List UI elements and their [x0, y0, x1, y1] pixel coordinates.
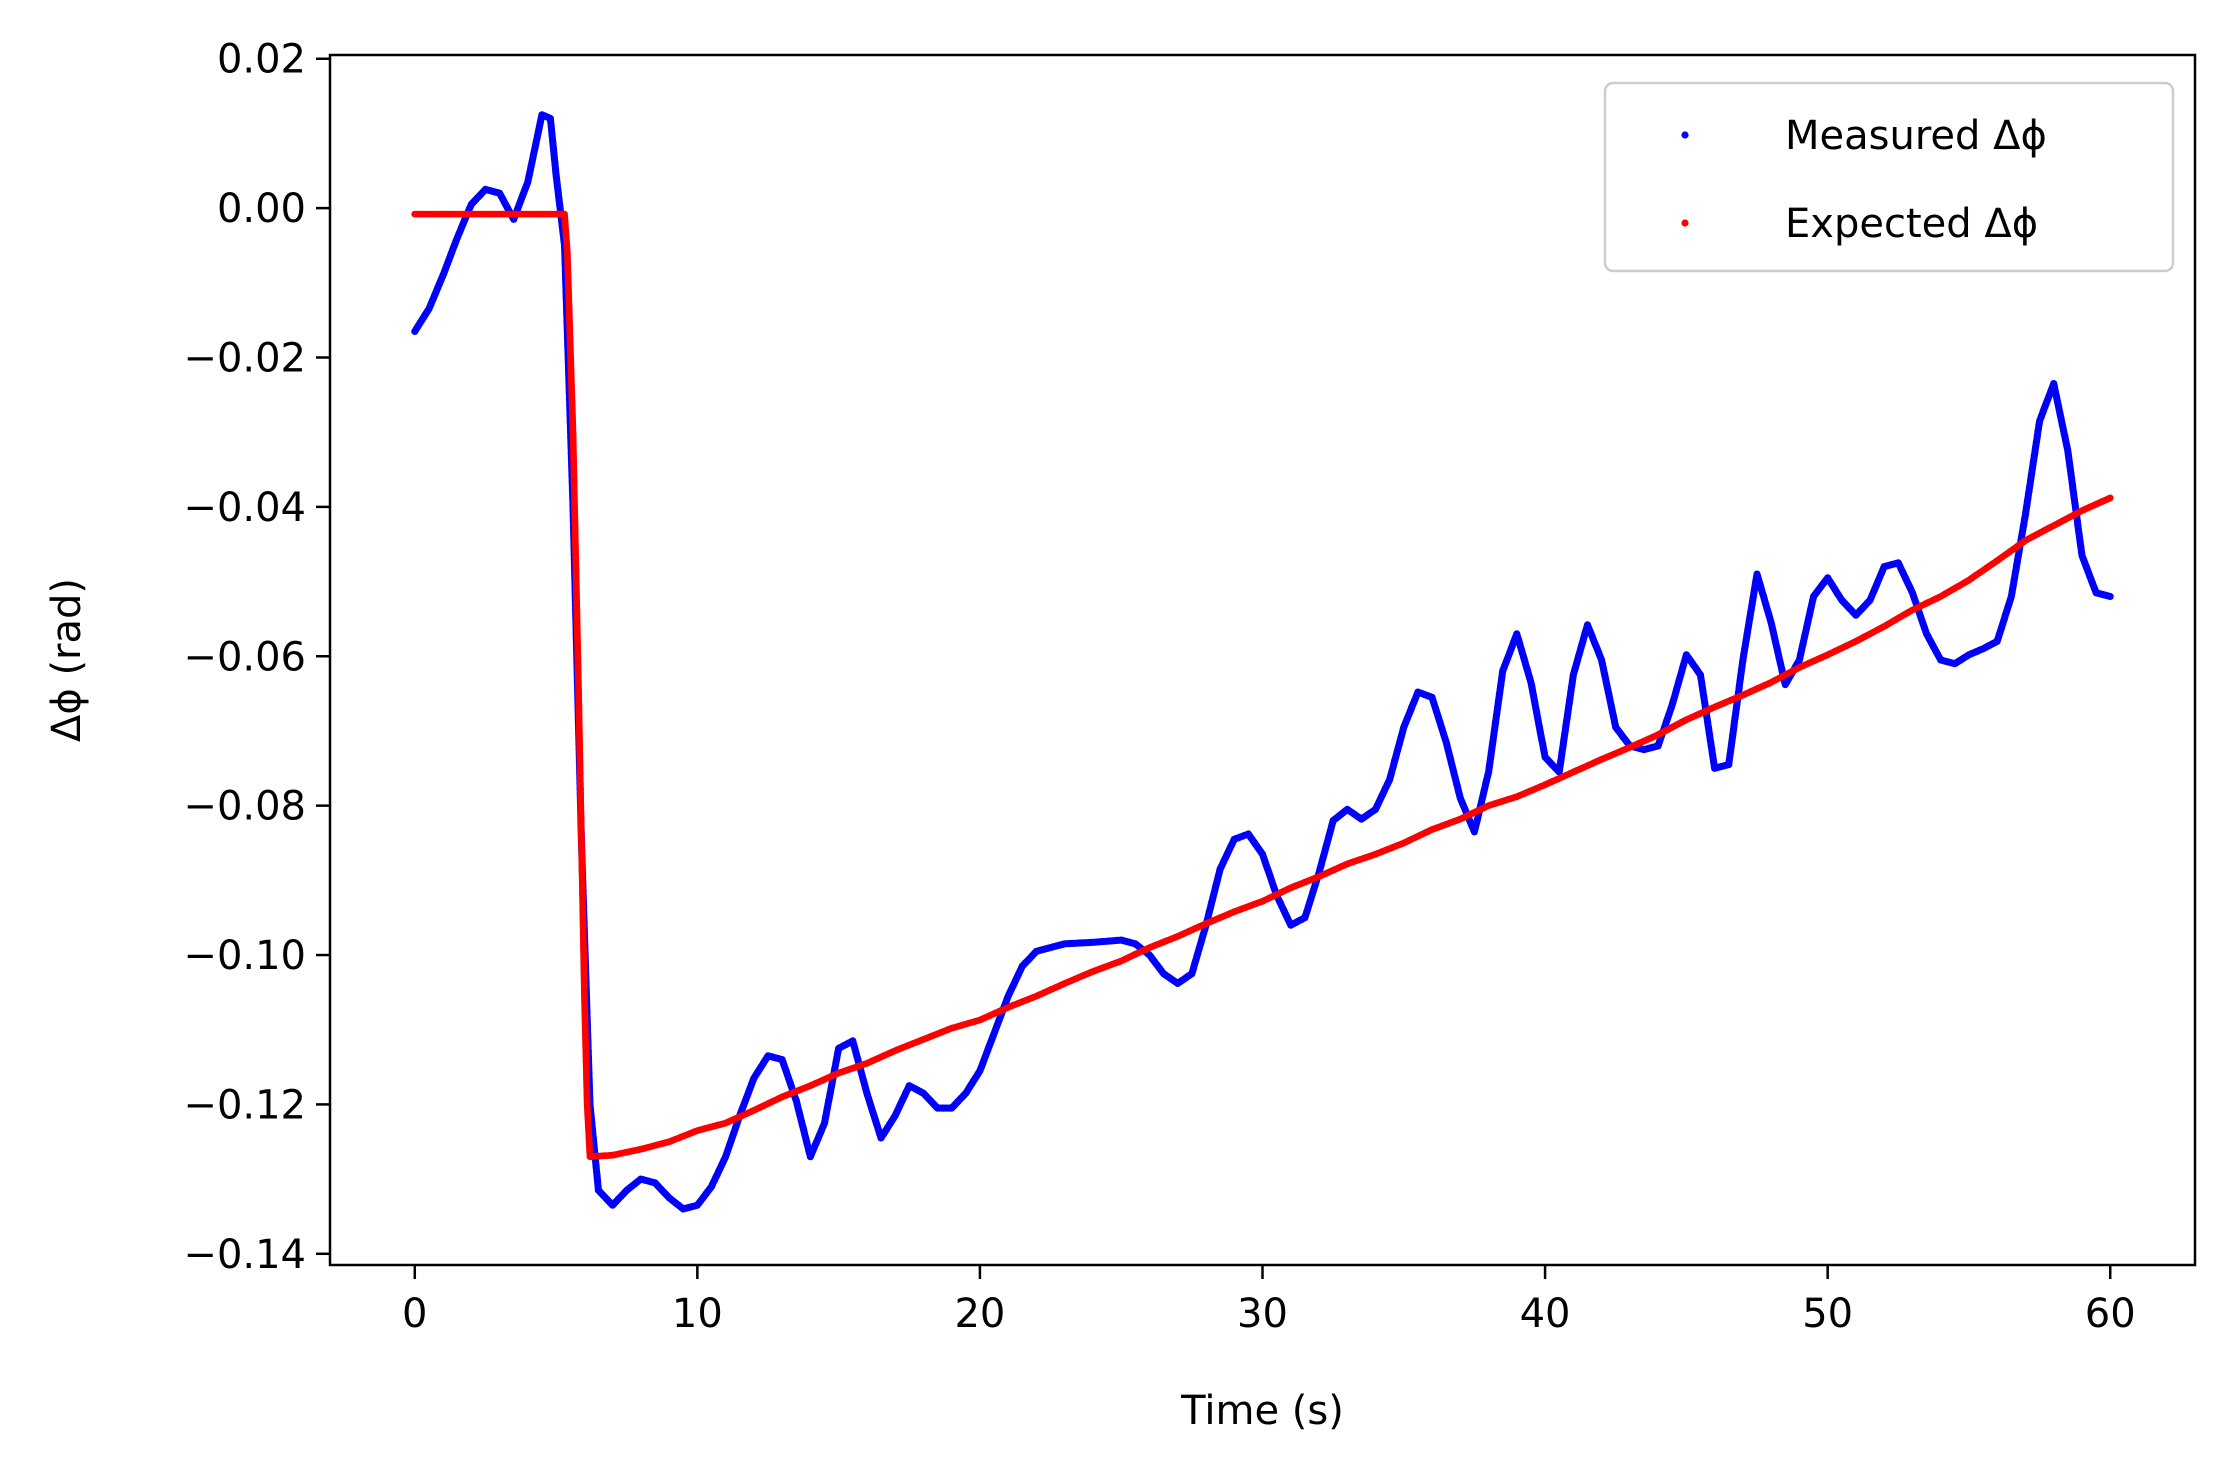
legend-label: Expected Δϕ [1785, 201, 2038, 247]
y-tick-label: −0.06 [183, 634, 306, 680]
y-tick-label: 0.00 [217, 186, 306, 232]
y-axis-label: Δϕ (rad) [44, 578, 90, 742]
x-tick-label: 50 [1802, 1291, 1853, 1337]
y-tick-label: 0.02 [217, 37, 306, 83]
legend-marker [1681, 219, 1689, 227]
data-point [2106, 494, 2114, 502]
x-tick-label: 40 [1520, 1291, 1571, 1337]
legend: Measured Δϕ Expected Δϕ [1603, 81, 2175, 273]
y-tick-label: −0.10 [183, 933, 306, 979]
x-axis-label: Time (s) [1180, 1388, 1344, 1434]
x-tick-label: 10 [672, 1291, 723, 1337]
y-axis: 0.02 0.00 −0.02 −0.04 −0.06 −0.08 −0.10 −0.12 −0… [183, 37, 330, 1278]
x-tick-label: 30 [1237, 1291, 1288, 1337]
y-tick-label: −0.04 [183, 485, 306, 531]
y-tick-label: −0.08 [183, 784, 306, 830]
legend-box [1603, 81, 2175, 273]
x-axis: 0 10 20 30 40 50 60 [402, 1265, 2136, 1337]
series-expected [411, 210, 2114, 1161]
data-point [2106, 592, 2114, 601]
x-tick-label: 20 [954, 1291, 1005, 1337]
x-tick-label: 60 [2085, 1291, 2136, 1337]
y-tick-label: −0.02 [183, 336, 306, 382]
legend-marker [1681, 131, 1689, 139]
legend-label: Measured Δϕ [1785, 113, 2047, 159]
y-tick-label: −0.12 [183, 1082, 306, 1128]
y-tick-label: −0.14 [183, 1232, 306, 1278]
series-layer [411, 111, 2114, 1213]
x-tick-label: 0 [402, 1291, 427, 1337]
